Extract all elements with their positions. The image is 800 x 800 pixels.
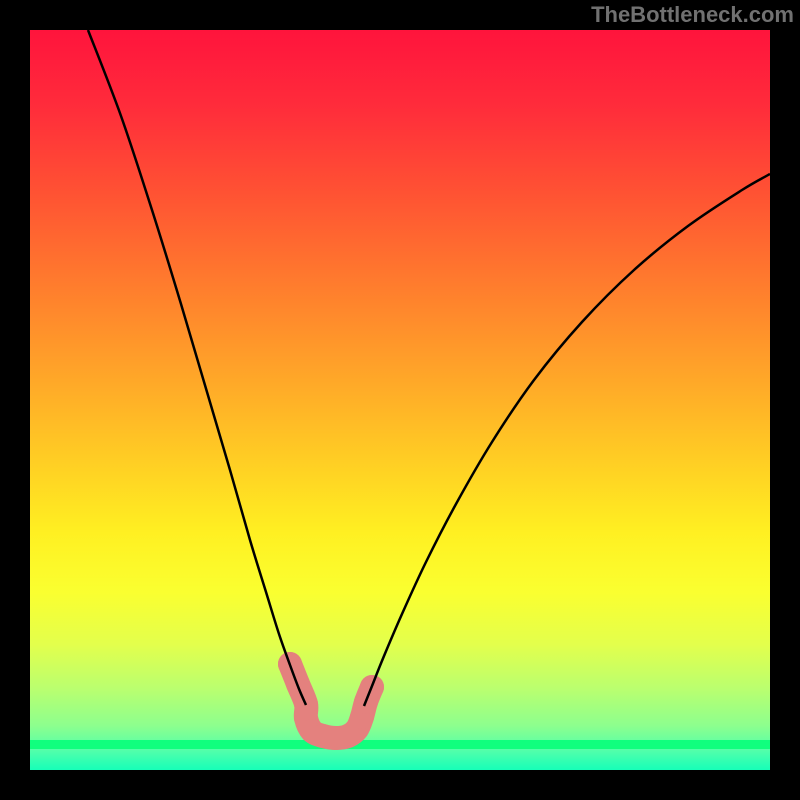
chart-frame: TheBottleneck.com	[0, 0, 800, 800]
watermark-text: TheBottleneck.com	[591, 2, 794, 28]
plot-background	[30, 30, 770, 770]
bottleneck-chart	[0, 0, 800, 800]
green-baseline-band	[30, 740, 770, 749]
